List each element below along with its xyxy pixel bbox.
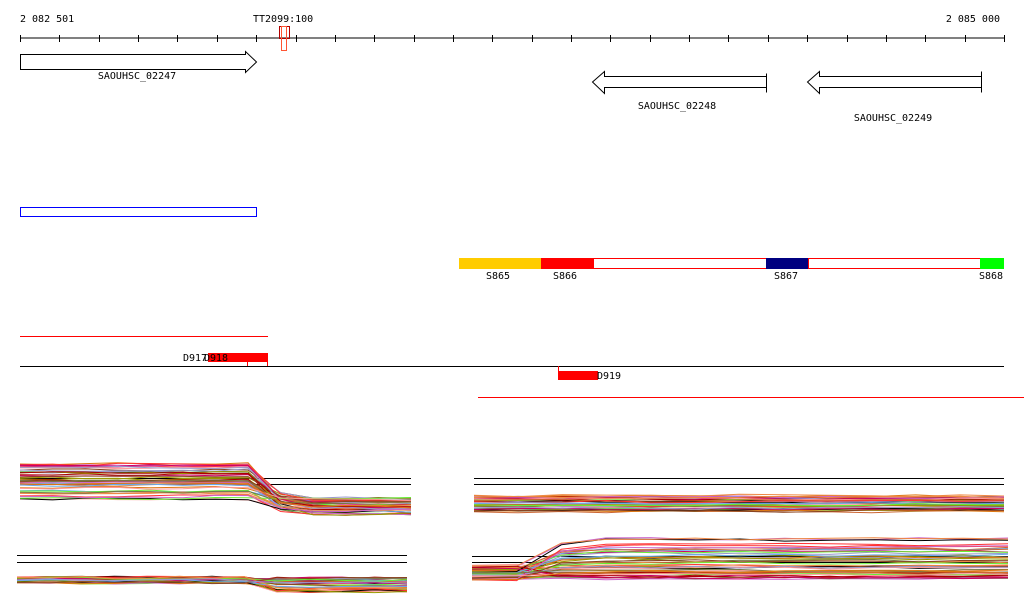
ruler-end-label: 2 085 000 [946, 14, 1000, 25]
profile-trace [471, 545, 1009, 580]
profile-trace [471, 551, 1009, 576]
coordinate-ruler: 2 082 501 2 085 000 [20, 14, 1005, 42]
expression-profiles [16, 462, 1009, 594]
profile-trace [471, 565, 1009, 578]
profile-trace [19, 486, 412, 502]
profile-trace [471, 550, 1009, 570]
profile-trace [16, 578, 408, 584]
profile-panel [16, 555, 408, 594]
profile-trace [471, 557, 1009, 574]
probe-marker[interactable]: TT2099:100 [253, 14, 313, 51]
segment-label: S867 [774, 271, 798, 282]
profile-trace [19, 475, 412, 504]
profile-trace [16, 577, 408, 585]
segment-gap [808, 258, 981, 269]
gene-SAOUHSC_02249[interactable]: SAOUHSC_02249 [806, 70, 982, 125]
gene-label: SAOUHSC_02249 [854, 113, 932, 124]
segment-label: S865 [486, 271, 510, 282]
gene-SAOUHSC_02248[interactable]: SAOUHSC_02248 [591, 70, 767, 113]
region-outline[interactable] [20, 207, 257, 217]
ruler-start-label: 2 082 501 [20, 14, 74, 25]
profile-trace [471, 538, 1009, 573]
profile-trace [471, 559, 1009, 581]
profile-panel [19, 462, 412, 516]
segment-label: S868 [979, 271, 1003, 282]
profile-trace [473, 503, 1005, 507]
profile-trace [473, 506, 1005, 510]
feature-label: D919 [597, 371, 621, 382]
profile-trace [19, 482, 412, 509]
profile-trace [19, 491, 412, 510]
segment-S865[interactable] [459, 258, 541, 269]
profile-trace [471, 566, 1009, 577]
profile-panel [471, 537, 1009, 582]
profile-trace [471, 565, 1009, 576]
profile-trace [471, 542, 1009, 582]
feature-D918[interactable] [208, 353, 268, 362]
profile-trace [19, 490, 412, 504]
gene-label: SAOUHSC_02248 [638, 101, 716, 112]
profile-trace [19, 468, 412, 499]
profile-trace [471, 569, 1009, 581]
profile-trace [19, 471, 412, 508]
gene-SAOUHSC_02247[interactable]: SAOUHSC_02247 [20, 50, 258, 83]
profile-trace [473, 495, 1005, 499]
segment-label: S866 [553, 271, 577, 282]
profile-trace [471, 547, 1009, 570]
profile-trace [19, 471, 412, 516]
profile-trace [473, 509, 1005, 513]
segment-S868[interactable] [980, 258, 1004, 269]
feature-track: D917 D918 D919 [20, 336, 1024, 398]
profile-panel [473, 478, 1005, 514]
profile-trace [471, 573, 1009, 578]
profile-trace [471, 568, 1009, 574]
profile-trace [473, 498, 1005, 502]
profile-trace [19, 479, 412, 502]
feature-D919[interactable] [558, 371, 598, 380]
profile-trace [16, 576, 408, 585]
feature-label: D918 [204, 353, 228, 364]
segment-track: S865 S866 S867 S868 [459, 258, 1004, 282]
segment-gap [593, 258, 767, 269]
gene-label: SAOUHSC_02247 [98, 71, 176, 82]
profile-trace [472, 553, 1009, 574]
segment-S866[interactable] [541, 258, 593, 269]
profile-trace [472, 537, 1009, 567]
marker-label: TT2099:100 [253, 14, 313, 25]
profile-trace [473, 499, 1005, 504]
feature-label: D917 [183, 353, 207, 364]
profile-trace [19, 494, 412, 513]
segment-S867[interactable] [766, 258, 808, 269]
